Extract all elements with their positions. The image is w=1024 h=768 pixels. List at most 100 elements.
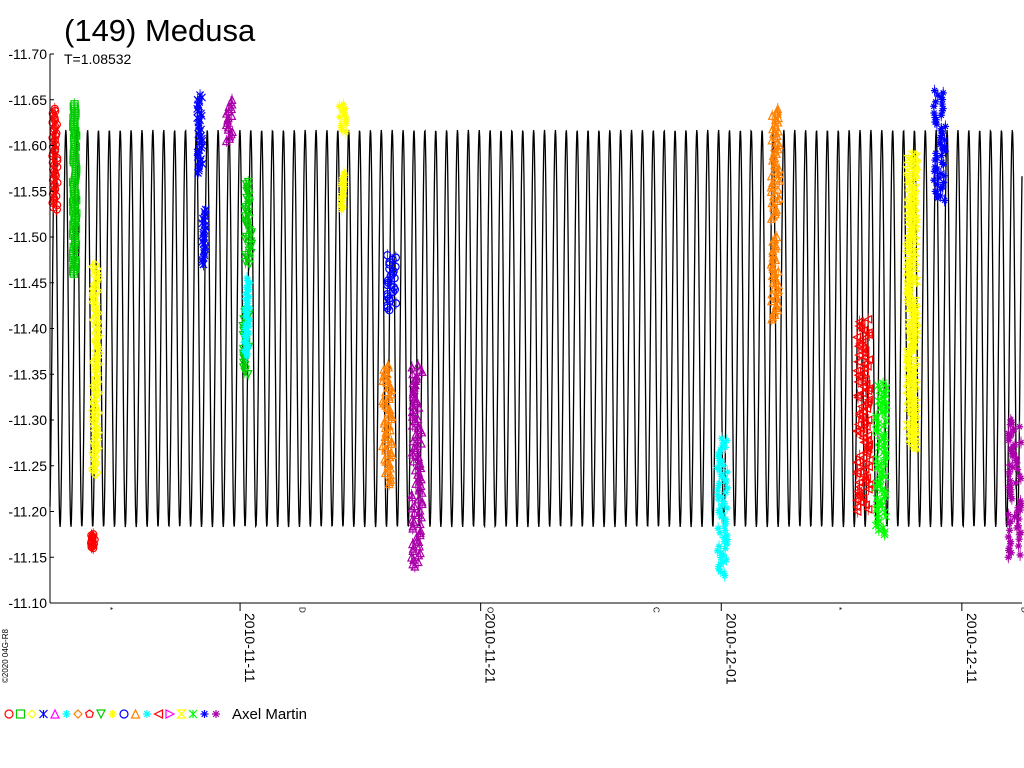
data-point — [244, 191, 254, 201]
data-point — [874, 525, 883, 534]
data-point — [723, 436, 731, 445]
data-point — [930, 167, 939, 175]
data-point — [881, 410, 890, 419]
y-tick-label: -11.15 — [8, 549, 47, 565]
data-point — [903, 154, 914, 164]
data-point — [715, 479, 723, 487]
data-point — [861, 473, 871, 483]
data-point — [383, 303, 392, 313]
data-point — [860, 464, 870, 474]
moon-phase-marker: D — [298, 607, 307, 613]
data-point — [340, 192, 348, 200]
data-point — [903, 394, 914, 403]
observation-series — [193, 89, 211, 271]
data-point — [52, 120, 61, 129]
data-point — [383, 362, 394, 372]
data-point — [937, 185, 945, 193]
data-point — [771, 254, 781, 265]
data-point — [932, 116, 940, 124]
data-point — [378, 375, 388, 386]
data-point — [873, 428, 882, 437]
data-point — [940, 196, 949, 204]
data-point — [933, 120, 941, 128]
observation-series — [335, 98, 351, 216]
data-point — [407, 503, 417, 513]
data-point — [417, 427, 427, 437]
data-point — [385, 306, 394, 315]
observation-series — [713, 432, 732, 582]
data-point — [874, 397, 883, 406]
data-point — [243, 370, 253, 380]
data-point — [390, 285, 400, 294]
data-point — [858, 325, 868, 336]
data-point — [4, 709, 14, 719]
legend — [4, 708, 220, 720]
data-point — [143, 710, 151, 718]
data-point — [1005, 470, 1013, 478]
data-point — [723, 468, 731, 476]
data-point — [408, 523, 418, 533]
data-point — [92, 350, 102, 360]
data-point — [937, 111, 945, 119]
data-point — [336, 113, 344, 121]
data-point — [856, 401, 866, 412]
data-point — [863, 484, 873, 494]
data-point — [198, 159, 207, 168]
data-point — [932, 149, 940, 157]
data-point — [767, 110, 777, 120]
observation-series — [68, 98, 81, 280]
observation-series — [221, 93, 237, 147]
data-point — [937, 93, 945, 101]
data-point — [910, 443, 922, 452]
model-lightcurve — [49, 128, 1023, 529]
data-point — [723, 531, 731, 539]
data-point — [337, 123, 346, 132]
data-point — [90, 457, 100, 467]
data-point — [243, 311, 251, 319]
data-point — [90, 470, 100, 480]
y-tick-label: -11.30 — [8, 412, 47, 428]
data-point — [1017, 474, 1024, 483]
data-point — [774, 175, 785, 185]
data-point — [1007, 492, 1015, 501]
data-point — [857, 413, 867, 423]
data-point — [879, 459, 888, 468]
data-point — [716, 529, 724, 537]
data-point — [721, 443, 729, 451]
data-point — [243, 209, 253, 220]
observation-series — [766, 102, 785, 326]
data-point — [409, 456, 419, 466]
data-point — [340, 169, 348, 177]
data-point — [382, 373, 392, 383]
moon-phase-marker: * — [105, 607, 114, 610]
data-point — [863, 504, 873, 514]
data-point — [719, 497, 727, 505]
data-point — [380, 387, 391, 397]
data-point — [720, 569, 728, 577]
data-point — [716, 459, 724, 467]
data-point — [882, 512, 891, 521]
data-point — [930, 109, 938, 117]
data-point — [39, 709, 48, 719]
data-point — [240, 212, 250, 222]
data-point — [863, 314, 873, 324]
data-point — [861, 422, 871, 432]
data-point — [718, 502, 726, 510]
data-point — [723, 484, 732, 492]
data-point — [936, 192, 945, 200]
data-point — [1012, 479, 1020, 487]
data-point — [93, 377, 103, 387]
data-point — [1005, 510, 1013, 519]
data-point — [857, 460, 867, 470]
data-point — [244, 297, 252, 305]
data-point — [881, 490, 890, 499]
data-point — [387, 384, 397, 394]
data-point — [410, 465, 420, 475]
data-point — [903, 216, 915, 226]
data-point — [858, 381, 868, 391]
data-point — [723, 535, 732, 544]
data-point — [716, 567, 724, 575]
y-tick-label: -11.70 — [8, 46, 47, 62]
y-tick-label: -11.60 — [8, 138, 47, 154]
